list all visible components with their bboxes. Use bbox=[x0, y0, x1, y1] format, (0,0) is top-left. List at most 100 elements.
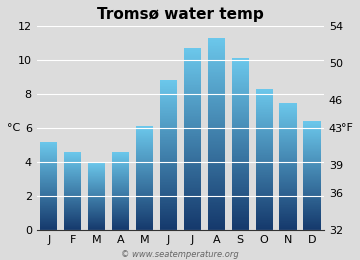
Bar bbox=[112, 198, 129, 199]
Bar bbox=[112, 220, 129, 221]
Bar bbox=[256, 224, 273, 225]
Bar bbox=[256, 181, 273, 182]
Bar bbox=[256, 196, 273, 197]
Bar bbox=[112, 181, 129, 182]
Bar bbox=[136, 222, 153, 223]
Bar bbox=[256, 143, 273, 144]
Bar bbox=[112, 195, 129, 196]
Bar bbox=[160, 100, 177, 101]
Bar bbox=[40, 176, 57, 177]
Bar bbox=[279, 114, 297, 115]
Bar bbox=[184, 138, 201, 139]
Bar bbox=[279, 193, 297, 194]
Bar bbox=[40, 142, 57, 143]
Bar bbox=[184, 147, 201, 148]
Bar bbox=[231, 127, 249, 128]
Title: Tromsø water temp: Tromsø water temp bbox=[97, 7, 264, 22]
Bar bbox=[40, 223, 57, 224]
Bar bbox=[160, 151, 177, 152]
Bar bbox=[256, 145, 273, 146]
Bar bbox=[160, 180, 177, 181]
Bar bbox=[112, 208, 129, 209]
Bar bbox=[184, 158, 201, 159]
Bar bbox=[208, 133, 225, 134]
Bar bbox=[231, 73, 249, 74]
Bar bbox=[136, 188, 153, 189]
Bar bbox=[279, 221, 297, 222]
Bar bbox=[303, 161, 321, 162]
Bar bbox=[184, 84, 201, 86]
Bar bbox=[160, 101, 177, 102]
Bar bbox=[279, 183, 297, 184]
Bar bbox=[64, 203, 81, 204]
Bar bbox=[184, 72, 201, 73]
Bar bbox=[231, 176, 249, 177]
Bar bbox=[112, 225, 129, 226]
Bar bbox=[279, 161, 297, 162]
Bar bbox=[112, 177, 129, 178]
Bar bbox=[256, 106, 273, 107]
Bar bbox=[64, 186, 81, 187]
Bar bbox=[303, 228, 321, 229]
Bar bbox=[112, 188, 129, 189]
Bar bbox=[184, 67, 201, 68]
Bar bbox=[208, 67, 225, 68]
Bar bbox=[136, 143, 153, 144]
Bar bbox=[160, 210, 177, 211]
Bar bbox=[112, 164, 129, 165]
Bar bbox=[88, 164, 105, 165]
Bar bbox=[303, 217, 321, 218]
Bar bbox=[231, 89, 249, 90]
Bar bbox=[184, 86, 201, 87]
Bar bbox=[184, 77, 201, 78]
Bar bbox=[184, 116, 201, 117]
Bar bbox=[64, 192, 81, 193]
Bar bbox=[303, 211, 321, 212]
Y-axis label: °C: °C bbox=[7, 123, 20, 133]
Bar bbox=[303, 162, 321, 163]
Bar bbox=[231, 128, 249, 129]
Bar bbox=[303, 204, 321, 205]
Bar bbox=[303, 165, 321, 166]
Bar bbox=[136, 164, 153, 165]
Bar bbox=[231, 95, 249, 96]
Bar bbox=[279, 156, 297, 157]
Bar bbox=[40, 185, 57, 186]
Bar bbox=[208, 94, 225, 95]
Bar bbox=[160, 208, 177, 209]
Bar bbox=[112, 211, 129, 212]
Bar bbox=[136, 187, 153, 188]
Bar bbox=[231, 160, 249, 161]
Bar bbox=[160, 80, 177, 81]
Bar bbox=[208, 170, 225, 171]
Bar bbox=[40, 229, 57, 230]
Bar bbox=[64, 227, 81, 228]
Bar bbox=[303, 184, 321, 185]
Bar bbox=[208, 61, 225, 62]
Bar bbox=[303, 155, 321, 156]
Bar bbox=[160, 184, 177, 185]
Bar bbox=[88, 167, 105, 168]
Bar bbox=[136, 149, 153, 150]
Bar bbox=[112, 152, 129, 153]
Bar bbox=[256, 100, 273, 101]
Bar bbox=[64, 191, 81, 192]
Bar bbox=[160, 188, 177, 189]
Bar bbox=[160, 103, 177, 104]
Bar bbox=[136, 172, 153, 173]
Bar bbox=[40, 151, 57, 152]
Bar bbox=[160, 162, 177, 163]
Bar bbox=[40, 207, 57, 208]
Bar bbox=[256, 183, 273, 184]
Bar bbox=[40, 202, 57, 203]
Bar bbox=[303, 182, 321, 183]
Bar bbox=[40, 180, 57, 181]
Bar bbox=[136, 200, 153, 201]
Bar bbox=[279, 129, 297, 130]
Bar bbox=[279, 185, 297, 186]
Bar bbox=[256, 103, 273, 104]
Bar bbox=[88, 179, 105, 180]
Bar bbox=[40, 184, 57, 185]
Bar bbox=[184, 211, 201, 212]
Bar bbox=[208, 136, 225, 137]
